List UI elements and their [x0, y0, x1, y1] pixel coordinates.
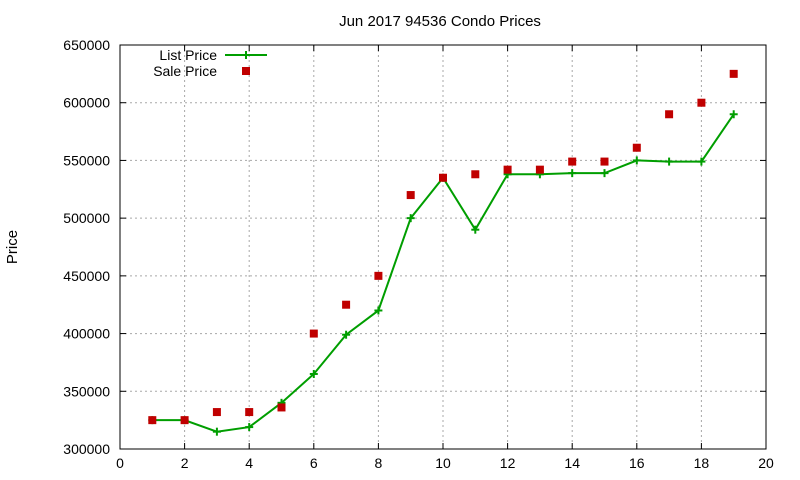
list-price-point [374, 306, 383, 315]
legend-square-swatch [242, 67, 250, 75]
y-tick-label: 400000 [63, 326, 110, 342]
sale-price-point [212, 408, 221, 417]
x-tick-label: 18 [694, 455, 710, 471]
y-tick-label: 350000 [63, 383, 110, 399]
list-price-point [632, 156, 641, 165]
x-tick-label: 20 [758, 455, 774, 471]
list-price-point [406, 214, 415, 223]
x-tick-label: 4 [245, 455, 253, 471]
sale-price-point [374, 271, 383, 280]
sale-price-point [309, 329, 318, 338]
list-price-point [600, 169, 609, 178]
legend-plus-swatch [242, 51, 250, 59]
sale-price-point [697, 98, 706, 107]
list-price-point [471, 225, 480, 234]
list-price-point [568, 169, 577, 178]
list-price-point [309, 369, 318, 378]
sale-price-series [148, 69, 738, 425]
sale-price-point [568, 157, 577, 166]
sale-price-point [245, 408, 254, 417]
sale-price-point [180, 416, 189, 425]
legend-item-list-price: List Price [159, 47, 267, 63]
x-tick-label: 16 [629, 455, 645, 471]
y-tick-label: 550000 [63, 152, 110, 168]
x-tick-label: 12 [500, 455, 516, 471]
sale-price-point [632, 143, 641, 152]
sale-price-point [600, 157, 609, 166]
y-tick-label: 600000 [63, 95, 110, 111]
y-tick-label: 500000 [63, 210, 110, 226]
list-price-point [729, 110, 738, 119]
sale-price-point [471, 170, 480, 179]
list-price-point [697, 157, 706, 166]
x-tick-label: 6 [310, 455, 318, 471]
x-tick-label: 2 [181, 455, 189, 471]
sale-price-point [406, 191, 415, 200]
y-tick-label: 450000 [63, 268, 110, 284]
x-tick-label: 14 [564, 455, 580, 471]
x-tick-label: 0 [116, 455, 124, 471]
list-price-point [212, 427, 221, 436]
legend-item-sale-price: Sale Price [153, 63, 250, 79]
sale-price-point [503, 165, 512, 174]
axis-ticks: 0 2 4 6 8 10 12 14 16 18 20 300000 350000 400000 45000… [63, 37, 774, 471]
legend-label: List Price [159, 47, 217, 63]
x-tick-label: 8 [375, 455, 383, 471]
sale-price-point [342, 300, 351, 309]
sale-price-point [277, 403, 286, 412]
y-tick-label: 300000 [63, 441, 110, 457]
sale-price-point [148, 416, 157, 425]
sale-price-point [665, 110, 674, 119]
y-axis-label: Price [4, 230, 21, 264]
chart-title: Jun 2017 94536 Condo Prices [339, 13, 541, 30]
sale-price-point [535, 165, 544, 174]
data-series [148, 69, 738, 436]
list-price-point [342, 330, 351, 339]
list-price-point [245, 423, 254, 432]
x-tick-label: 10 [435, 455, 451, 471]
grid-lines [120, 45, 766, 449]
list-price-point [665, 157, 674, 166]
y-tick-label: 650000 [63, 37, 110, 53]
legend-label: Sale Price [153, 63, 217, 79]
sale-price-point [729, 69, 738, 78]
sale-price-point [439, 173, 447, 182]
